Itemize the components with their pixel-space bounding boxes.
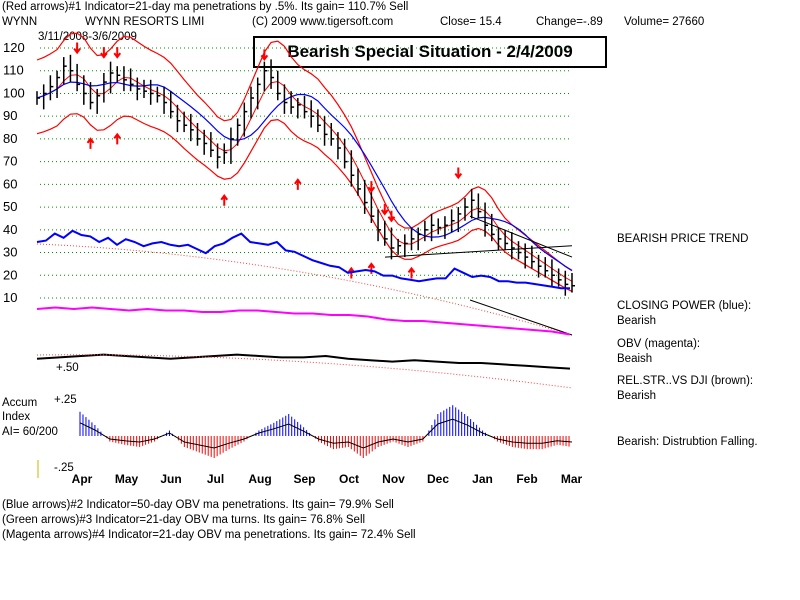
buy-arrow	[407, 266, 416, 279]
grid-lines	[40, 47, 572, 299]
buy-arrow	[294, 178, 302, 190]
sell-arrow	[367, 181, 376, 193]
accum-ma	[79, 418, 573, 449]
accum-top-label: +.25	[54, 394, 77, 406]
sell-arrow	[260, 49, 269, 62]
copyright: (C) 2009 www.tigersoft.com	[252, 16, 394, 28]
obv-title: OBV (magenta):	[617, 338, 701, 350]
buy-arrow	[113, 132, 122, 145]
indicator-lines	[36, 229, 573, 389]
ma50-line	[36, 81, 573, 271]
situation-banner: Bearish Special Situation - 2/4/2009	[253, 36, 607, 68]
x-tick-label: Feb	[516, 472, 537, 486]
relstr-line	[36, 353, 571, 370]
y-tick-label: 30	[3, 245, 17, 260]
x-tick-label: Dec	[427, 472, 449, 486]
sell-arrow	[73, 42, 81, 55]
x-tick-label: Mar	[561, 472, 583, 486]
company-name: WYNN RESORTS LIMI	[85, 16, 205, 28]
indicator-line-1: (Red arrows)#1 Indicator=21-day ma penet…	[2, 1, 409, 13]
closing-power-line	[36, 229, 570, 290]
accum-title: Accum	[2, 397, 38, 409]
change-value: Change=-.89	[536, 16, 603, 28]
sell-arrow	[454, 167, 463, 180]
y-tick-label: 120	[3, 40, 25, 55]
y-tick-label: 50	[3, 199, 17, 214]
upper-band	[36, 32, 573, 272]
relstr-title: REL.STR..VS DJI (brown):	[617, 375, 754, 387]
indicator-line-3: (Green arrows)#3 Indicator=21-day OBV ma…	[2, 514, 366, 526]
y-tick-label: 40	[3, 222, 17, 237]
sell-arrow	[100, 47, 108, 59]
y-tick-label: 110	[3, 63, 24, 78]
indicator-line-2: (Blue arrows)#2 Indicator=50-day OBV ma …	[2, 499, 394, 511]
sell-arrow	[387, 210, 396, 223]
y-tick-label: 70	[3, 154, 17, 169]
lower-band	[36, 113, 573, 292]
ai-value: AI= 60/200	[2, 426, 58, 438]
relstr-level-label: +.50	[56, 362, 79, 374]
relstr-value: Bearish	[617, 390, 656, 402]
x-tick-label: Aug	[248, 472, 271, 486]
date-range: 3/11/2008-3/6/2009	[38, 31, 137, 43]
y-tick-label: 90	[3, 108, 17, 123]
accum-status: Bearish: Distrubtion Falling.	[617, 436, 758, 448]
x-tick-label: Jul	[207, 472, 224, 486]
obv-line	[36, 306, 571, 336]
close-value: Close= 15.4	[440, 16, 502, 28]
buy-arrow	[86, 137, 95, 149]
closing-power-ma	[36, 243, 573, 336]
x-tick-label: Sep	[293, 472, 315, 486]
y-tick-label: 80	[3, 131, 17, 146]
buy-arrow	[367, 262, 376, 274]
price-trend-label: BEARISH PRICE TREND	[617, 233, 749, 245]
y-tick-label: 20	[3, 267, 17, 282]
relstr-ma	[36, 354, 573, 389]
x-tick-label: Jun	[160, 472, 181, 486]
indicator-line-4: (Magenta arrows)#4 Indicator=21-day OBV …	[2, 529, 416, 541]
x-tick-label: Jan	[472, 472, 493, 486]
obv-value: Beaish	[617, 353, 653, 365]
y-axis-ticks: 120 110 100 90 80 70 60 50 40 30 20 10	[3, 40, 25, 305]
x-axis-ticks: Apr May Jun Jul Aug Sep Oct Nov Dec Jan Feb Mar	[37, 460, 583, 486]
accum-bottom-label: -.25	[54, 462, 74, 474]
accum-index-bars	[79, 405, 573, 458]
y-tick-label: 60	[3, 176, 17, 191]
x-tick-label: Oct	[339, 472, 359, 486]
x-tick-label: Nov	[382, 472, 405, 486]
closing-power-title: CLOSING POWER (blue):	[617, 300, 752, 312]
closing-power-value: Bearish	[617, 315, 656, 327]
volume-value: Volume= 27660	[624, 16, 705, 28]
buy-arrow	[220, 194, 229, 206]
y-tick-label: 100	[3, 85, 25, 100]
sell-arrow	[380, 203, 389, 216]
index-title: Index	[2, 411, 31, 423]
x-tick-label: Apr	[72, 472, 93, 486]
sell-arrow	[113, 47, 122, 59]
y-tick-label: 10	[3, 290, 17, 305]
x-tick-label: May	[115, 472, 139, 486]
cp-trend-line	[469, 299, 573, 336]
price-bars	[36, 54, 575, 296]
ticker-symbol: WYNN	[2, 16, 38, 28]
trend-line-down	[469, 215, 573, 258]
trend-line	[384, 245, 573, 258]
